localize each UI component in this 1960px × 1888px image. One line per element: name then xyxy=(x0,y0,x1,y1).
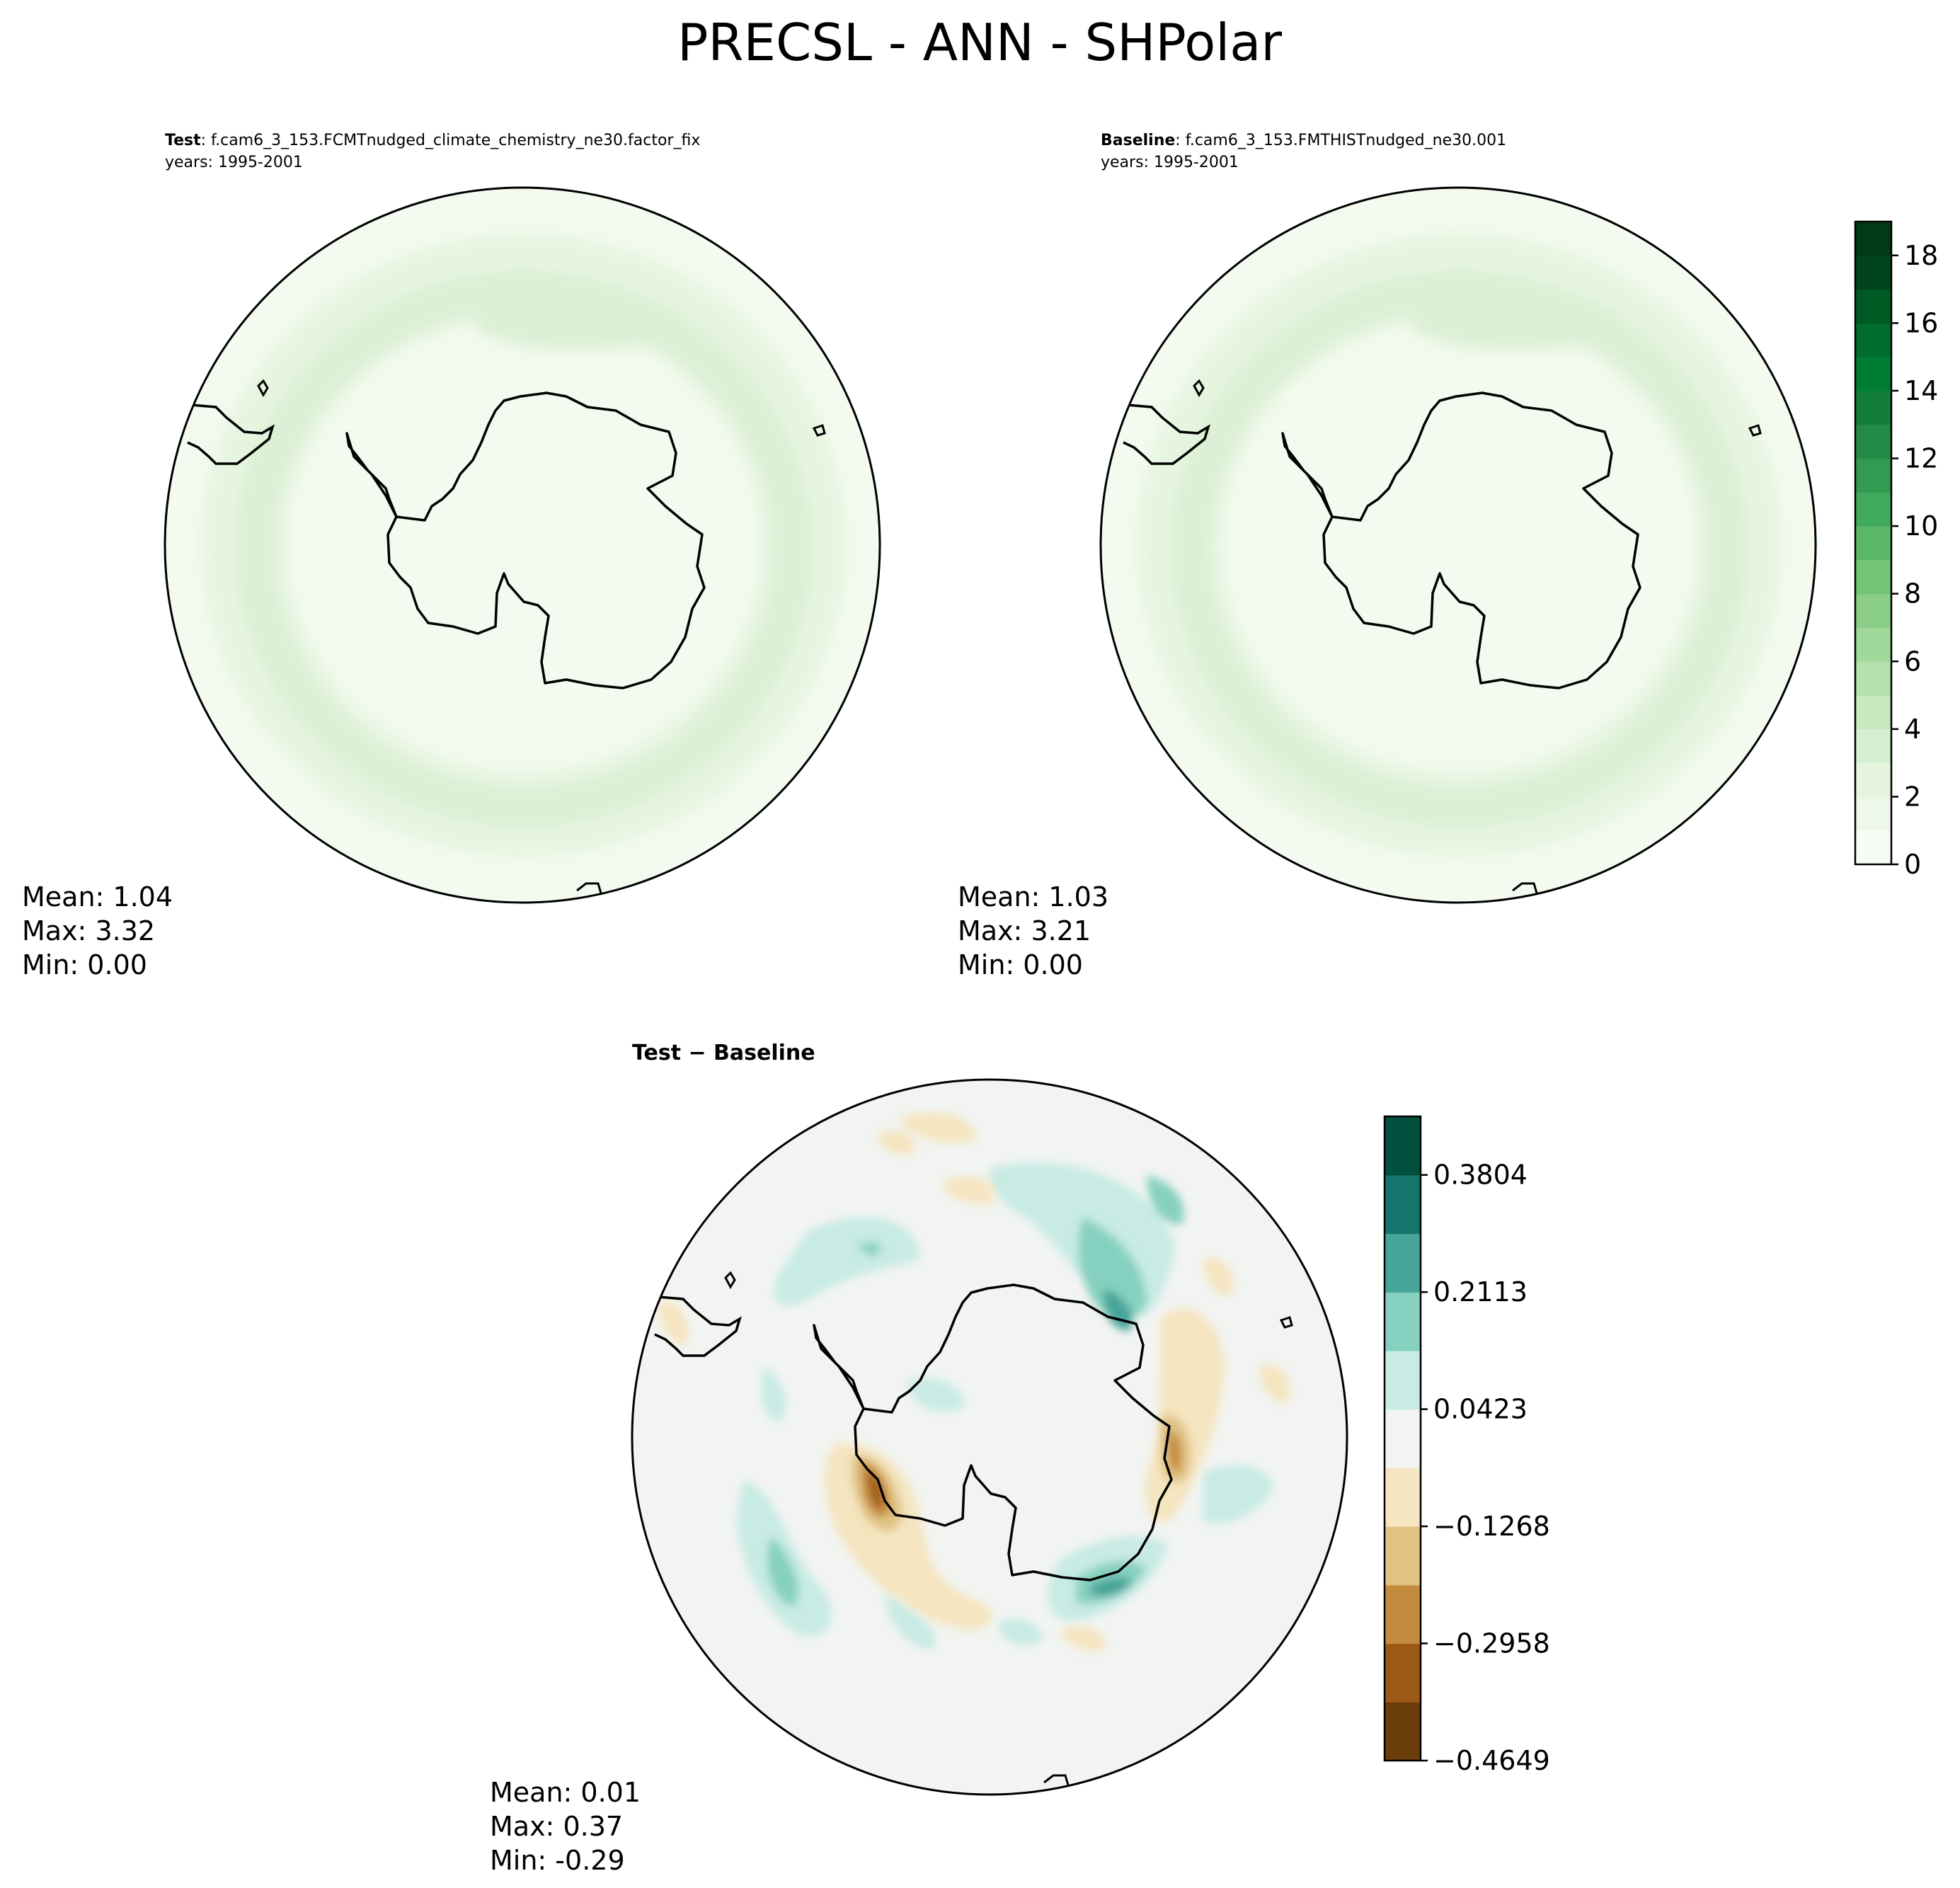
difference-island xyxy=(1043,1774,1070,1788)
baseline-south-america xyxy=(1123,404,1210,465)
precip-colorbar-swatch xyxy=(1855,830,1891,865)
precip-colorbar-tick-label: 14 xyxy=(1904,375,1938,406)
difference-colorbar-tick-label: 0.0423 xyxy=(1433,1394,1528,1425)
test-map-border xyxy=(164,186,881,904)
precip-colorbar-tick-label: 2 xyxy=(1904,781,1921,812)
precip-colorbar-tick-label: 6 xyxy=(1904,646,1921,677)
precip-colorbar-tick-label: 0 xyxy=(1904,849,1921,880)
baseline-map xyxy=(1101,188,1816,903)
precip-colorbar-tick-label: 10 xyxy=(1904,510,1938,542)
difference-colorbar-swatch xyxy=(1385,1292,1421,1351)
precip-colorbar-swatch xyxy=(1855,627,1891,662)
difference-mean: Mean: 0.01 xyxy=(490,1777,641,1808)
precip-colorbar-swatch xyxy=(1855,424,1891,459)
negative-anomaly-regions xyxy=(658,1112,1290,1652)
baseline-island xyxy=(1748,424,1762,437)
difference-colorbar-tick-label: −0.2958 xyxy=(1433,1628,1550,1659)
difference-colorbar-tick-label: −0.1268 xyxy=(1433,1511,1550,1542)
difference-colorbar-swatch xyxy=(1385,1174,1421,1235)
precip-colorbar-tick-label: 16 xyxy=(1904,307,1938,338)
test-mean: Mean: 1.04 xyxy=(22,881,173,912)
precip-colorbar-tick-label: 8 xyxy=(1904,578,1921,610)
baseline-header: Baseline: f.cam6_3_153.FMTHISTnudged_ne3… xyxy=(1101,132,1506,149)
test-min: Min: 0.00 xyxy=(22,949,147,980)
baseline-max: Max: 3.21 xyxy=(958,915,1091,946)
precip-colorbar-swatch xyxy=(1855,559,1891,595)
precip-colorbar-swatch xyxy=(1855,289,1891,324)
figure-title: PRECSL - ANN - SHPolar xyxy=(677,13,1282,72)
difference-map-border xyxy=(631,1078,1348,1796)
precip-colorbar-swatch xyxy=(1855,458,1891,493)
baseline-label: Baseline xyxy=(1101,132,1175,149)
difference-colorbar-swatch xyxy=(1385,1468,1421,1527)
precip-colorbar-swatch xyxy=(1855,762,1891,798)
difference-colorbar-swatch xyxy=(1385,1116,1421,1176)
test-years: years: 1995-2001 xyxy=(165,154,303,171)
precip-colorbar-swatch xyxy=(1855,222,1891,256)
difference-title: Test − Baseline xyxy=(632,1041,815,1065)
precip-colorbar-swatch xyxy=(1855,390,1891,425)
precip-colorbar-tick-label: 12 xyxy=(1904,443,1938,474)
precip-colorbar-swatch xyxy=(1855,323,1891,357)
difference-min: Min: -0.29 xyxy=(490,1845,625,1876)
test-map xyxy=(165,188,880,903)
difference-colorbar-swatch xyxy=(1385,1526,1421,1586)
precip-colorbar-swatch xyxy=(1855,796,1891,831)
precip-colorbar: 0 2 4 6 8 10 12 14 16 18 xyxy=(1854,220,1938,880)
baseline-antarctica-coast xyxy=(1281,391,1641,690)
baseline-island xyxy=(1512,882,1539,896)
precip-colorbar-tick-label: 18 xyxy=(1904,240,1938,271)
difference-antarctica-coast xyxy=(813,1283,1173,1581)
test-header: Test: f.cam6_3_153.FCMTnudged_climate_ch… xyxy=(165,132,700,149)
difference-colorbar: 0.3804 0.2113 0.0423 −0.1268 −0.2958 −0.4649 xyxy=(1383,1115,1550,1776)
test-label: Test xyxy=(165,132,201,149)
difference-island xyxy=(1279,1316,1293,1329)
test-island xyxy=(576,882,603,896)
precip-colorbar-swatch xyxy=(1855,526,1891,561)
difference-colorbar-tick-label: 0.3804 xyxy=(1433,1160,1528,1191)
difference-colorbar-swatch xyxy=(1385,1584,1421,1644)
difference-max: Max: 0.37 xyxy=(490,1811,623,1842)
difference-colorbar-swatch xyxy=(1385,1643,1421,1703)
precip-colorbar-swatch xyxy=(1855,357,1891,391)
precip-colorbar-swatch xyxy=(1855,492,1891,527)
test-case-name: : f.cam6_3_153.FCMTnudged_climate_chemis… xyxy=(201,132,701,149)
precip-colorbar-swatch xyxy=(1855,695,1891,730)
baseline-case-name: : f.cam6_3_153.FMTHISTnudged_ne30.001 xyxy=(1175,132,1506,149)
baseline-panel: Baseline: f.cam6_3_153.FMTHISTnudged_ne3… xyxy=(958,132,1817,980)
test-south-america xyxy=(187,404,275,465)
difference-colorbar-frame xyxy=(1383,1115,1422,1762)
baseline-map-border xyxy=(1099,186,1817,904)
difference-colorbar-swatch xyxy=(1385,1233,1421,1293)
test-precip-band xyxy=(202,234,846,857)
test-island xyxy=(257,379,269,398)
difference-colorbar-swatch xyxy=(1385,1350,1421,1410)
difference-panel: Test − Baseline xyxy=(490,1041,1348,1876)
precip-colorbar-frame xyxy=(1854,220,1893,866)
test-antarctica-coast xyxy=(345,391,706,690)
baseline-years: years: 1995-2001 xyxy=(1101,154,1239,171)
precip-colorbar-swatch xyxy=(1855,255,1891,290)
difference-colorbar-tick-label: 0.2113 xyxy=(1433,1276,1528,1308)
test-island xyxy=(812,424,826,437)
baseline-mean: Mean: 1.03 xyxy=(958,881,1108,912)
precip-colorbar-swatch xyxy=(1855,593,1891,629)
test-panel: Test: f.cam6_3_153.FCMTnudged_climate_ch… xyxy=(22,132,881,980)
precip-colorbar-tick-label: 4 xyxy=(1904,714,1921,745)
precip-colorbar-swatch xyxy=(1855,661,1891,696)
test-max: Max: 3.32 xyxy=(22,915,155,946)
difference-colorbar-swatch xyxy=(1385,1702,1421,1761)
difference-colorbar-swatch xyxy=(1385,1409,1421,1468)
difference-colorbar-tick-label: −0.4649 xyxy=(1433,1745,1550,1776)
baseline-island xyxy=(1193,379,1205,398)
precip-colorbar-swatch xyxy=(1855,728,1891,764)
difference-map xyxy=(632,1080,1347,1795)
difference-island xyxy=(724,1271,736,1290)
baseline-precip-band xyxy=(1137,234,1782,857)
difference-south-america xyxy=(654,1295,742,1357)
baseline-min: Min: 0.00 xyxy=(958,949,1083,980)
